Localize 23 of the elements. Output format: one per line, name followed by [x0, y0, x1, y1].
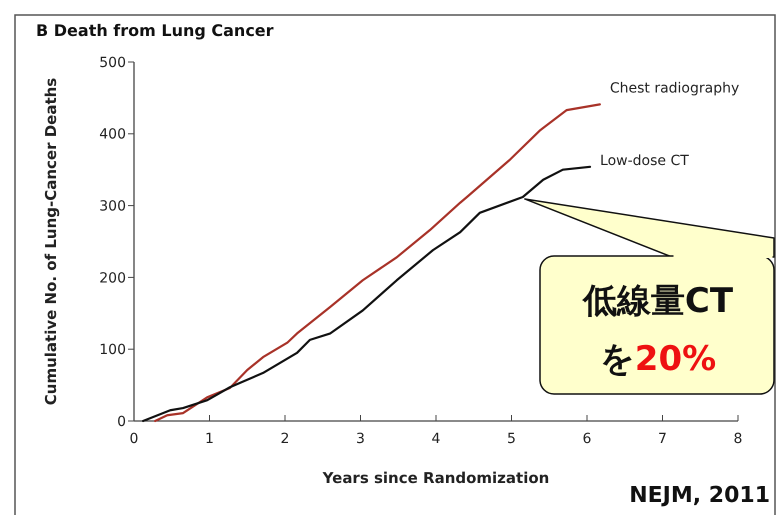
y-tick-label: 0 — [117, 414, 126, 430]
x-tick-label: 0 — [130, 431, 138, 447]
x-tick-label: 2 — [280, 431, 290, 447]
annotation: を20% — [600, 339, 716, 379]
y-tick-label: 500 — [99, 54, 126, 71]
x-tick-label: 8 — [734, 431, 742, 447]
chart-title: B Death from Lung Cancer — [36, 21, 274, 40]
series-label: Low-dose CT — [600, 152, 690, 169]
y-tick-label: 300 — [99, 198, 126, 214]
y-axis-title: Cumulative No. of Lung-Cancer Deaths — [42, 78, 60, 406]
x-tick-label: 5 — [507, 431, 516, 447]
x-tick-label: 6 — [582, 431, 592, 447]
y-tick-label: 400 — [99, 126, 126, 143]
x-tick-label: 4 — [432, 431, 441, 447]
y-tick-label: 200 — [99, 270, 126, 286]
series-label: Chest radiography — [610, 80, 740, 96]
y-tick-label: 100 — [99, 342, 126, 358]
annotation: 低線量CT — [580, 281, 734, 321]
x-tick-label: 1 — [205, 431, 214, 447]
text: NEJM, 2011 — [629, 483, 770, 508]
x-tick-label: 7 — [658, 431, 667, 447]
x-tick-label: 3 — [356, 431, 365, 447]
x-axis-title: Years since Randomization — [322, 469, 550, 487]
